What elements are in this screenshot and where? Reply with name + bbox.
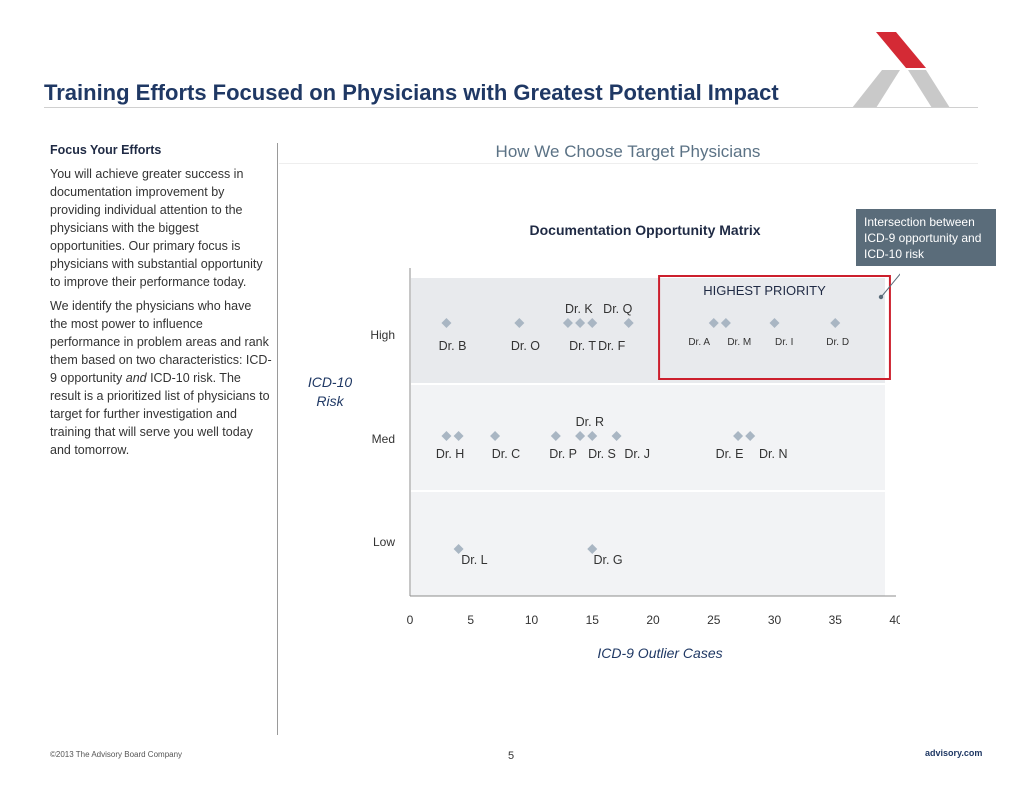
data-point-7	[708, 318, 719, 328]
data-point-4	[575, 318, 586, 328]
x-tick-20: 20	[646, 613, 660, 627]
footer-site: advisory.com	[925, 748, 983, 758]
data-point-20	[453, 544, 464, 554]
x-tick-0: 0	[407, 613, 414, 627]
physician-label-dr-d: Dr. D	[826, 337, 849, 348]
callout-anchor-dot	[878, 294, 884, 300]
footer-copyright: ©2013 The Advisory Board Company	[50, 750, 183, 759]
x-tick-5: 5	[467, 613, 474, 627]
title-divider	[44, 107, 978, 108]
physician-label-dr-o: Dr. O	[511, 339, 540, 353]
chart-title: Documentation Opportunity Matrix	[530, 222, 761, 238]
paragraph-2-part-a: We identify the physicians who have the …	[50, 299, 272, 385]
left-paragraph-2: We identify the physicians who have the …	[50, 297, 272, 459]
data-point-17	[611, 431, 622, 441]
physician-label-dr-i: Dr. I	[775, 337, 793, 348]
physician-label-dr-c: Dr. C	[492, 447, 520, 461]
slide-title: Training Efforts Focused on Physicians w…	[44, 80, 779, 105]
band-med	[411, 385, 885, 490]
physician-label-dr-l: Dr. L	[461, 553, 487, 567]
data-point-6	[623, 318, 634, 328]
paragraph-2-emphasis: and	[125, 371, 147, 385]
physician-label-dr-r: Dr. R	[576, 415, 604, 429]
data-point-3	[562, 318, 573, 328]
data-point-10	[830, 318, 841, 328]
logo-red-stroke	[876, 32, 926, 68]
company-logo	[852, 32, 950, 108]
data-point-15	[575, 431, 586, 441]
x-tick-35: 35	[829, 613, 843, 627]
x-tick-30: 30	[768, 613, 782, 627]
callout-leader	[881, 273, 900, 297]
data-point-8	[720, 318, 731, 328]
logo-grey-left	[852, 70, 900, 108]
physician-label-dr-j: Dr. J	[624, 447, 650, 461]
physician-label-dr-g: Dr. G	[593, 553, 622, 567]
logo-grey-right	[908, 70, 950, 108]
physician-label-dr-s: Dr. S	[588, 447, 616, 461]
page-number: 5	[508, 750, 515, 762]
data-point-21	[587, 544, 598, 554]
physician-label-dr-e: Dr. E	[716, 447, 744, 461]
x-tick-10: 10	[525, 613, 539, 627]
highest-priority-box	[658, 275, 891, 380]
y-category-high: High	[370, 328, 395, 342]
x-tick-25: 25	[707, 613, 721, 627]
opportunity-matrix-chart: Low Med High Documentation Opportunity Mat…	[308, 222, 900, 661]
heading-divider	[279, 163, 978, 164]
band-high	[411, 278, 885, 383]
left-paragraph-1: You will achieve greater success in docu…	[50, 167, 263, 289]
data-point-13	[490, 431, 501, 441]
band-low	[411, 492, 885, 596]
physician-label-dr-n: Dr. N	[759, 447, 787, 461]
column-divider	[277, 143, 278, 735]
physician-label-dr-h: Dr. H	[436, 447, 464, 461]
data-point-19	[745, 431, 756, 441]
physician-label-dr-p: Dr. P	[549, 447, 577, 461]
data-point-2	[514, 318, 525, 328]
data-point-1	[441, 318, 452, 328]
callout-box: Intersection between ICD-9 opportunity a…	[856, 209, 996, 266]
physician-label-dr-t: Dr. T	[569, 339, 596, 353]
x-tick-15: 15	[586, 613, 600, 627]
section-heading: How We Choose Target Physicians	[495, 142, 761, 161]
x-tick-40: 40	[889, 613, 900, 627]
physician-label-dr-k: Dr. K	[565, 302, 593, 316]
y-category-med: Med	[372, 432, 395, 446]
data-point-18	[733, 431, 744, 441]
paragraph-2-part-b: ICD-10 risk. The result is a prioritized…	[50, 371, 270, 457]
physician-label-dr-a: Dr. A	[688, 337, 710, 348]
data-point-9	[769, 318, 780, 328]
data-point-16	[587, 431, 598, 441]
y-category-low: Low	[373, 535, 395, 549]
data-point-14	[550, 431, 561, 441]
left-column: Focus Your Efforts You will achieve grea…	[50, 141, 272, 465]
physician-label-dr-q: Dr. Q	[603, 302, 632, 316]
left-heading: Focus Your Efforts	[50, 143, 162, 157]
data-point-5	[587, 318, 598, 328]
physician-label-dr-m: Dr. M	[727, 337, 751, 348]
physician-label-dr-b: Dr. B	[439, 339, 467, 353]
data-point-11	[441, 431, 452, 441]
highest-priority-label: HIGHEST PRIORITY	[703, 283, 826, 298]
data-point-12	[453, 431, 464, 441]
y-axis-title: ICD-10 Risk	[308, 374, 353, 409]
physician-label-dr-f: Dr. F	[598, 339, 625, 353]
x-axis-title: ICD-9 Outlier Cases	[597, 645, 722, 661]
